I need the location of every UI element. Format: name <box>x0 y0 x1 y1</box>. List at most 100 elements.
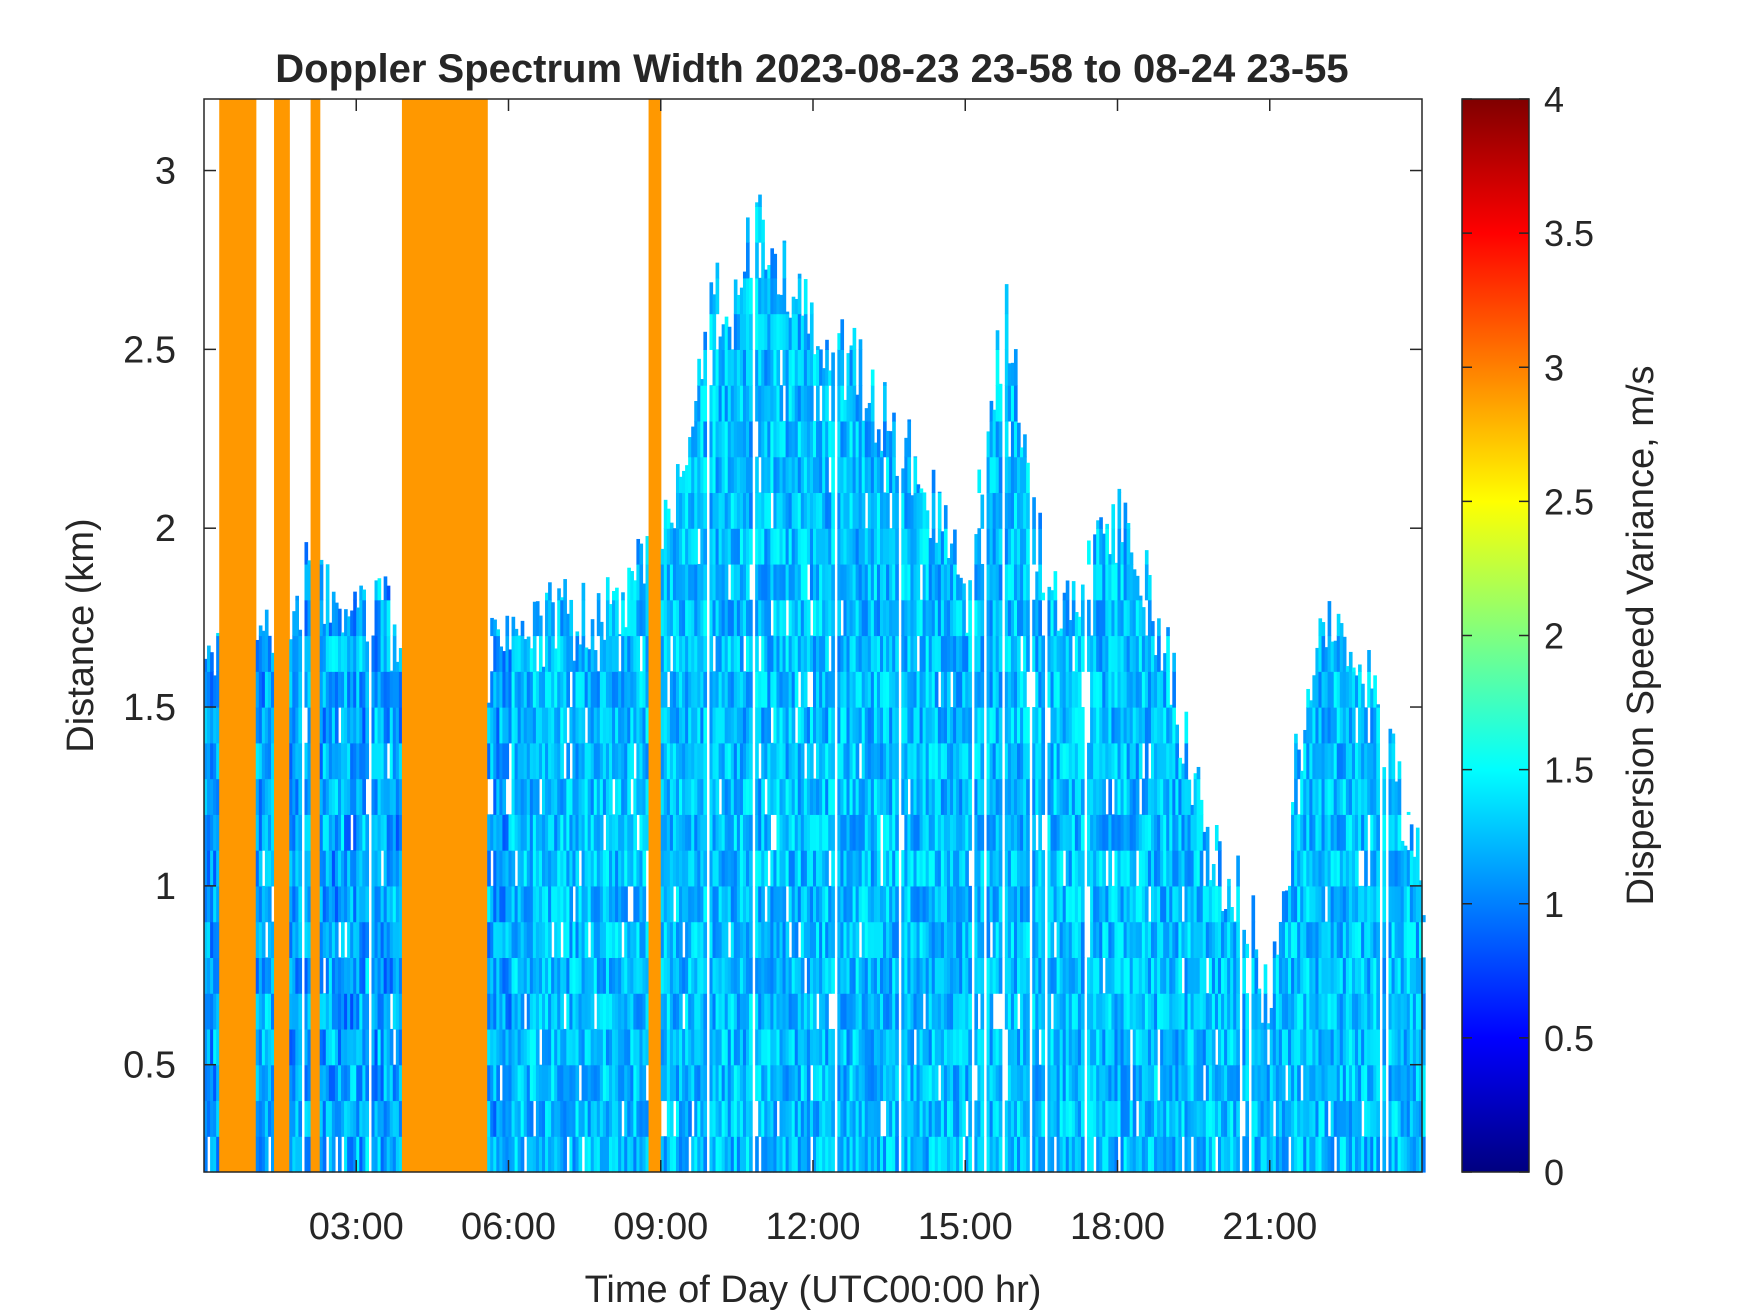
heatmap-cell <box>794 528 799 565</box>
heatmap-cell <box>575 635 580 672</box>
heatmap-cell <box>1010 993 1015 1030</box>
heatmap-cell <box>1281 891 1286 923</box>
heatmap-cell <box>1187 957 1192 994</box>
heatmap-cell <box>1126 885 1131 923</box>
heatmap-cell <box>916 492 921 529</box>
heatmap-cell <box>1020 492 1024 529</box>
heatmap-cell <box>837 1064 842 1102</box>
heatmap-cell <box>1020 1100 1024 1137</box>
heatmap-cell <box>1093 1100 1097 1137</box>
heatmap-cell <box>816 1136 820 1173</box>
heatmap-cell <box>344 635 348 672</box>
heatmap-cell <box>505 993 510 1030</box>
heatmap-cell <box>879 993 884 1030</box>
heatmap-cell <box>319 921 324 958</box>
heatmap-cell <box>325 921 330 958</box>
heatmap-cell <box>353 1028 357 1066</box>
heatmap-cell <box>943 528 948 565</box>
heatmap-cell <box>270 1136 275 1173</box>
heatmap-cell <box>730 599 735 637</box>
heatmap-cell <box>1150 778 1155 815</box>
heatmap-cell <box>688 635 692 672</box>
heatmap-cell <box>1257 1136 1262 1173</box>
heatmap-cell <box>1260 1022 1265 1030</box>
heatmap-cell <box>843 456 848 494</box>
heatmap-cell <box>803 850 808 887</box>
heatmap-cell <box>636 635 641 672</box>
heatmap-cell <box>350 885 354 923</box>
heatmap-cell <box>517 814 522 851</box>
heatmap-cell <box>809 921 814 958</box>
heatmap-cell <box>633 957 637 994</box>
heatmap-cell <box>1254 993 1259 1030</box>
heatmap-cell <box>666 508 671 529</box>
heatmap-cell <box>721 814 726 851</box>
heatmap-cell <box>1093 707 1097 744</box>
heatmap-cell <box>344 957 348 994</box>
heatmap-cell <box>968 1064 972 1102</box>
heatmap-cell <box>852 671 857 708</box>
heatmap-cell <box>739 921 744 958</box>
heatmap-cell <box>1023 885 1027 923</box>
heatmap-cell <box>879 599 884 637</box>
heatmap-cell <box>1032 497 1036 529</box>
heatmap-cell <box>846 385 851 422</box>
heatmap-cell <box>621 957 625 994</box>
heatmap-cell <box>1105 885 1109 923</box>
heatmap-cell <box>822 814 826 851</box>
heatmap-cell <box>794 298 799 315</box>
heatmap-cell <box>1023 563 1027 601</box>
heatmap-cell <box>797 885 802 923</box>
heatmap-cell <box>916 671 921 708</box>
heatmap-cell <box>889 563 893 601</box>
heatmap-cell <box>785 528 790 565</box>
heatmap-cell <box>858 456 863 494</box>
heatmap-cell <box>813 850 817 887</box>
heatmap-cell <box>1175 993 1179 1030</box>
heatmap-cell <box>566 921 570 958</box>
heatmap-cell <box>1041 850 1046 887</box>
heatmap-cell <box>213 1028 217 1066</box>
heatmap-cell <box>563 1136 567 1173</box>
heatmap-cell <box>980 1136 985 1173</box>
heatmap-cell <box>347 671 351 708</box>
heatmap-cell <box>986 1064 991 1102</box>
heatmap-cell <box>746 599 750 637</box>
heatmap-cell <box>709 492 714 529</box>
heatmap-cell <box>325 742 330 780</box>
heatmap-cell <box>377 1064 382 1102</box>
heatmap-cell <box>584 1064 589 1102</box>
heatmap-cell <box>624 627 628 637</box>
heatmap-cell <box>1144 635 1149 672</box>
heatmap-cell <box>1041 921 1046 958</box>
heatmap-cell <box>304 778 309 815</box>
heatmap-cell <box>813 456 817 494</box>
heatmap-cell <box>1032 921 1036 958</box>
heatmap-cell <box>1013 1100 1018 1137</box>
heatmap-cell <box>292 814 296 851</box>
heatmap-cell <box>551 957 555 994</box>
heatmap-cell <box>1038 1136 1042 1173</box>
heatmap-cell <box>782 814 787 851</box>
heatmap-cell <box>1013 671 1018 708</box>
heatmap-cell <box>895 742 899 780</box>
heatmap-cell <box>548 599 552 637</box>
heatmap-cell <box>1120 885 1125 923</box>
saturated-band-column <box>283 99 287 1172</box>
heatmap-cell <box>873 885 878 923</box>
heatmap-cell <box>487 1100 491 1137</box>
heatmap-cell <box>788 742 793 780</box>
heatmap-cell <box>782 349 787 386</box>
heatmap-cell <box>943 1136 948 1173</box>
heatmap-cell <box>386 814 391 851</box>
heatmap-cell <box>1141 1064 1146 1102</box>
heatmap-cell <box>852 993 857 1030</box>
heatmap-cell <box>1020 850 1024 887</box>
heatmap-cell <box>816 528 820 565</box>
heatmap-cell <box>1017 456 1021 494</box>
heatmap-cell <box>514 1136 519 1173</box>
heatmap-cell <box>514 885 519 923</box>
heatmap-cell <box>1093 814 1097 851</box>
heatmap-cell <box>950 850 954 887</box>
heatmap-cell <box>581 1064 586 1102</box>
